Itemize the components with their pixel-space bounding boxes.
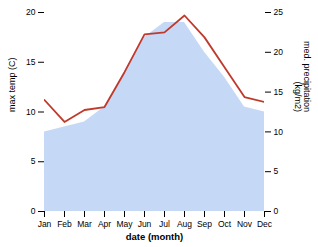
svg-text:Feb: Feb xyxy=(57,219,72,229)
svg-text:Dec: Dec xyxy=(257,219,273,229)
svg-text:Apr: Apr xyxy=(98,219,111,229)
svg-text:0: 0 xyxy=(274,206,279,216)
svg-text:Oct: Oct xyxy=(218,219,232,229)
svg-text:5: 5 xyxy=(31,156,36,166)
svg-text:date (month): date (month) xyxy=(126,231,184,242)
svg-text:Aug: Aug xyxy=(177,219,192,229)
svg-text:20: 20 xyxy=(274,47,284,57)
svg-text:15: 15 xyxy=(274,87,284,97)
svg-text:Mar: Mar xyxy=(77,219,92,229)
svg-text:max temp (C): max temp (C) xyxy=(7,57,17,112)
svg-text:Jul: Jul xyxy=(159,219,170,229)
svg-text:20: 20 xyxy=(26,7,36,17)
svg-text:0: 0 xyxy=(31,206,36,216)
svg-text:10: 10 xyxy=(274,127,284,137)
svg-text:5: 5 xyxy=(274,166,279,176)
svg-text:15: 15 xyxy=(26,57,36,67)
svg-text:10: 10 xyxy=(26,107,36,117)
svg-text:med. precipitation(kg/m2): med. precipitation(kg/m2) xyxy=(293,41,312,112)
svg-text:May: May xyxy=(116,219,133,229)
svg-text:Sep: Sep xyxy=(197,219,212,229)
svg-text:Jun: Jun xyxy=(138,219,152,229)
svg-text:Nov: Nov xyxy=(237,219,253,229)
svg-text:25: 25 xyxy=(274,7,284,17)
svg-text:Jan: Jan xyxy=(38,219,52,229)
